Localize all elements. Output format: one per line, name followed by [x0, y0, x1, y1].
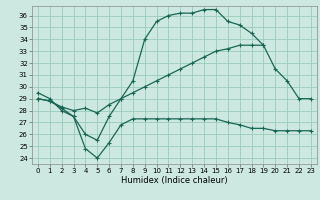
- X-axis label: Humidex (Indice chaleur): Humidex (Indice chaleur): [121, 176, 228, 185]
